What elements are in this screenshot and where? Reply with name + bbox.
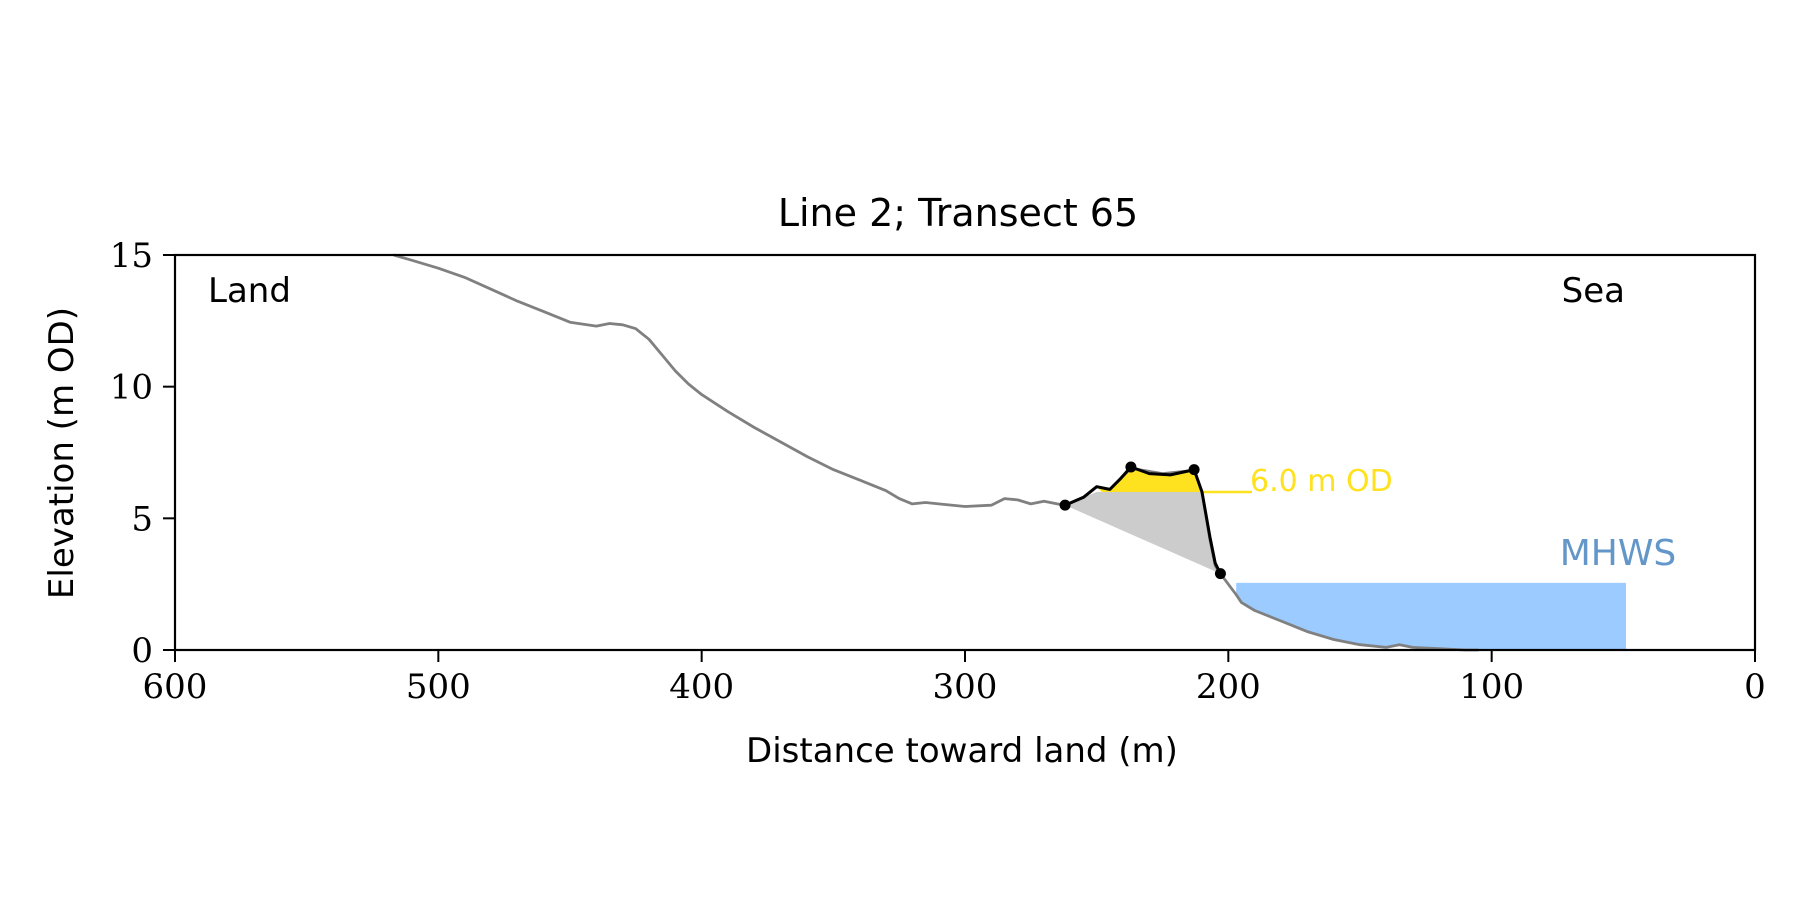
x-tick-label: 300 — [933, 667, 998, 707]
mhws-fill — [1236, 582, 1626, 650]
chart-title: Line 2; Transect 65 — [778, 191, 1138, 235]
mhws-label: MHWS — [1560, 533, 1677, 574]
y-axis-label: Elevation (m OD) — [42, 307, 82, 599]
above-threshold-fill — [1096, 467, 1202, 492]
y-tick-label: 10 — [110, 368, 153, 408]
profile-line — [393, 253, 1479, 652]
feature-point — [1059, 499, 1071, 511]
axis-ticks: 600 500 400 300 200 100 0 0 5 10 15 — [110, 236, 1766, 707]
feature-point — [1214, 568, 1226, 580]
x-tick-label: 0 — [1744, 667, 1766, 707]
x-tick-label: 600 — [143, 667, 208, 707]
y-tick-label: 5 — [131, 499, 153, 539]
y-tick-label: 15 — [110, 236, 153, 276]
feature-point — [1125, 461, 1137, 473]
land-label: Land — [208, 271, 291, 311]
feature-line — [1064, 465, 1222, 575]
x-axis-label: Distance toward land (m) — [746, 731, 1178, 771]
x-tick-label: 400 — [669, 667, 734, 707]
y-tick-label: 0 — [131, 631, 153, 671]
volume-fill — [1065, 492, 1221, 574]
x-tick-label: 200 — [1196, 667, 1261, 707]
threshold-label: 6.0 m OD — [1250, 464, 1393, 499]
sea-label: Sea — [1562, 271, 1625, 311]
x-tick-label: 500 — [406, 667, 471, 707]
plot-area: MHWS 6.0 m OD — [393, 253, 1677, 652]
feature-point — [1188, 464, 1200, 476]
x-tick-label: 100 — [1459, 667, 1524, 707]
